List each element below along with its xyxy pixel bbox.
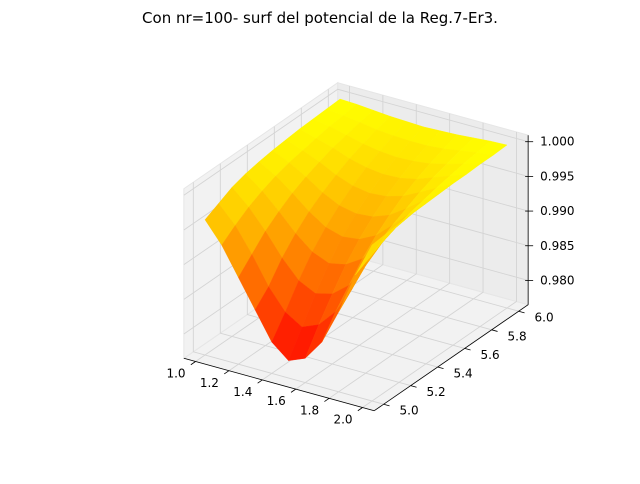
y-tick-mark bbox=[518, 310, 525, 314]
x-tick-mark bbox=[257, 379, 263, 384]
x-tick-mark bbox=[223, 370, 230, 375]
z-tick-label: 1.000 bbox=[540, 135, 574, 149]
chart-title: Con nr=100- surf del potencial de la Reg… bbox=[142, 9, 498, 27]
y-tick-label: 5.0 bbox=[400, 404, 419, 418]
z-grid-line bbox=[183, 88, 529, 196]
y-tick-label: 5.4 bbox=[454, 366, 473, 380]
x-grid-line bbox=[362, 131, 517, 408]
y-tick-mark bbox=[437, 366, 444, 370]
x-tick-label: 1.4 bbox=[233, 385, 252, 399]
x-tick-mark bbox=[324, 397, 330, 402]
y-tick-mark bbox=[491, 329, 498, 332]
y-tick-mark bbox=[464, 348, 471, 351]
y-tick-label: 5.8 bbox=[508, 329, 527, 343]
y-tick-mark bbox=[383, 403, 390, 407]
tick-labels: 1.0 1.2 1.4 1.6 1.8 2.0 5.0 5.2 5.4 5.6 5.8 6.0 0.98… bbox=[166, 135, 574, 427]
x-tick-mark bbox=[357, 407, 363, 412]
axis-lines bbox=[183, 135, 529, 412]
z-tick-label: 0.985 bbox=[540, 239, 574, 253]
y-tick-mark bbox=[410, 385, 417, 388]
x-grid-line bbox=[328, 122, 484, 399]
z-tick-label: 0.995 bbox=[540, 169, 574, 183]
x-tick-label: 2.0 bbox=[333, 413, 352, 427]
surface-patch bbox=[355, 234, 386, 276]
surface bbox=[204, 98, 508, 361]
y-tick-label: 6.0 bbox=[535, 311, 554, 325]
x-tick-label: 1.6 bbox=[267, 394, 286, 408]
x-tick-mark bbox=[190, 361, 196, 366]
x-tick-label: 1.8 bbox=[300, 403, 319, 417]
y-tick-label: 5.2 bbox=[427, 385, 446, 399]
x-tick-label: 1.0 bbox=[166, 367, 185, 381]
y-tick-label: 5.6 bbox=[481, 348, 500, 362]
y-axis-line bbox=[374, 304, 529, 412]
z-tick-label: 0.980 bbox=[540, 273, 574, 287]
y-grid-line bbox=[192, 182, 384, 405]
x-axis-line bbox=[183, 357, 375, 412]
x-tick-mark bbox=[290, 388, 296, 393]
z-tick-label: 0.990 bbox=[540, 204, 574, 218]
x-tick-label: 1.2 bbox=[200, 376, 219, 390]
